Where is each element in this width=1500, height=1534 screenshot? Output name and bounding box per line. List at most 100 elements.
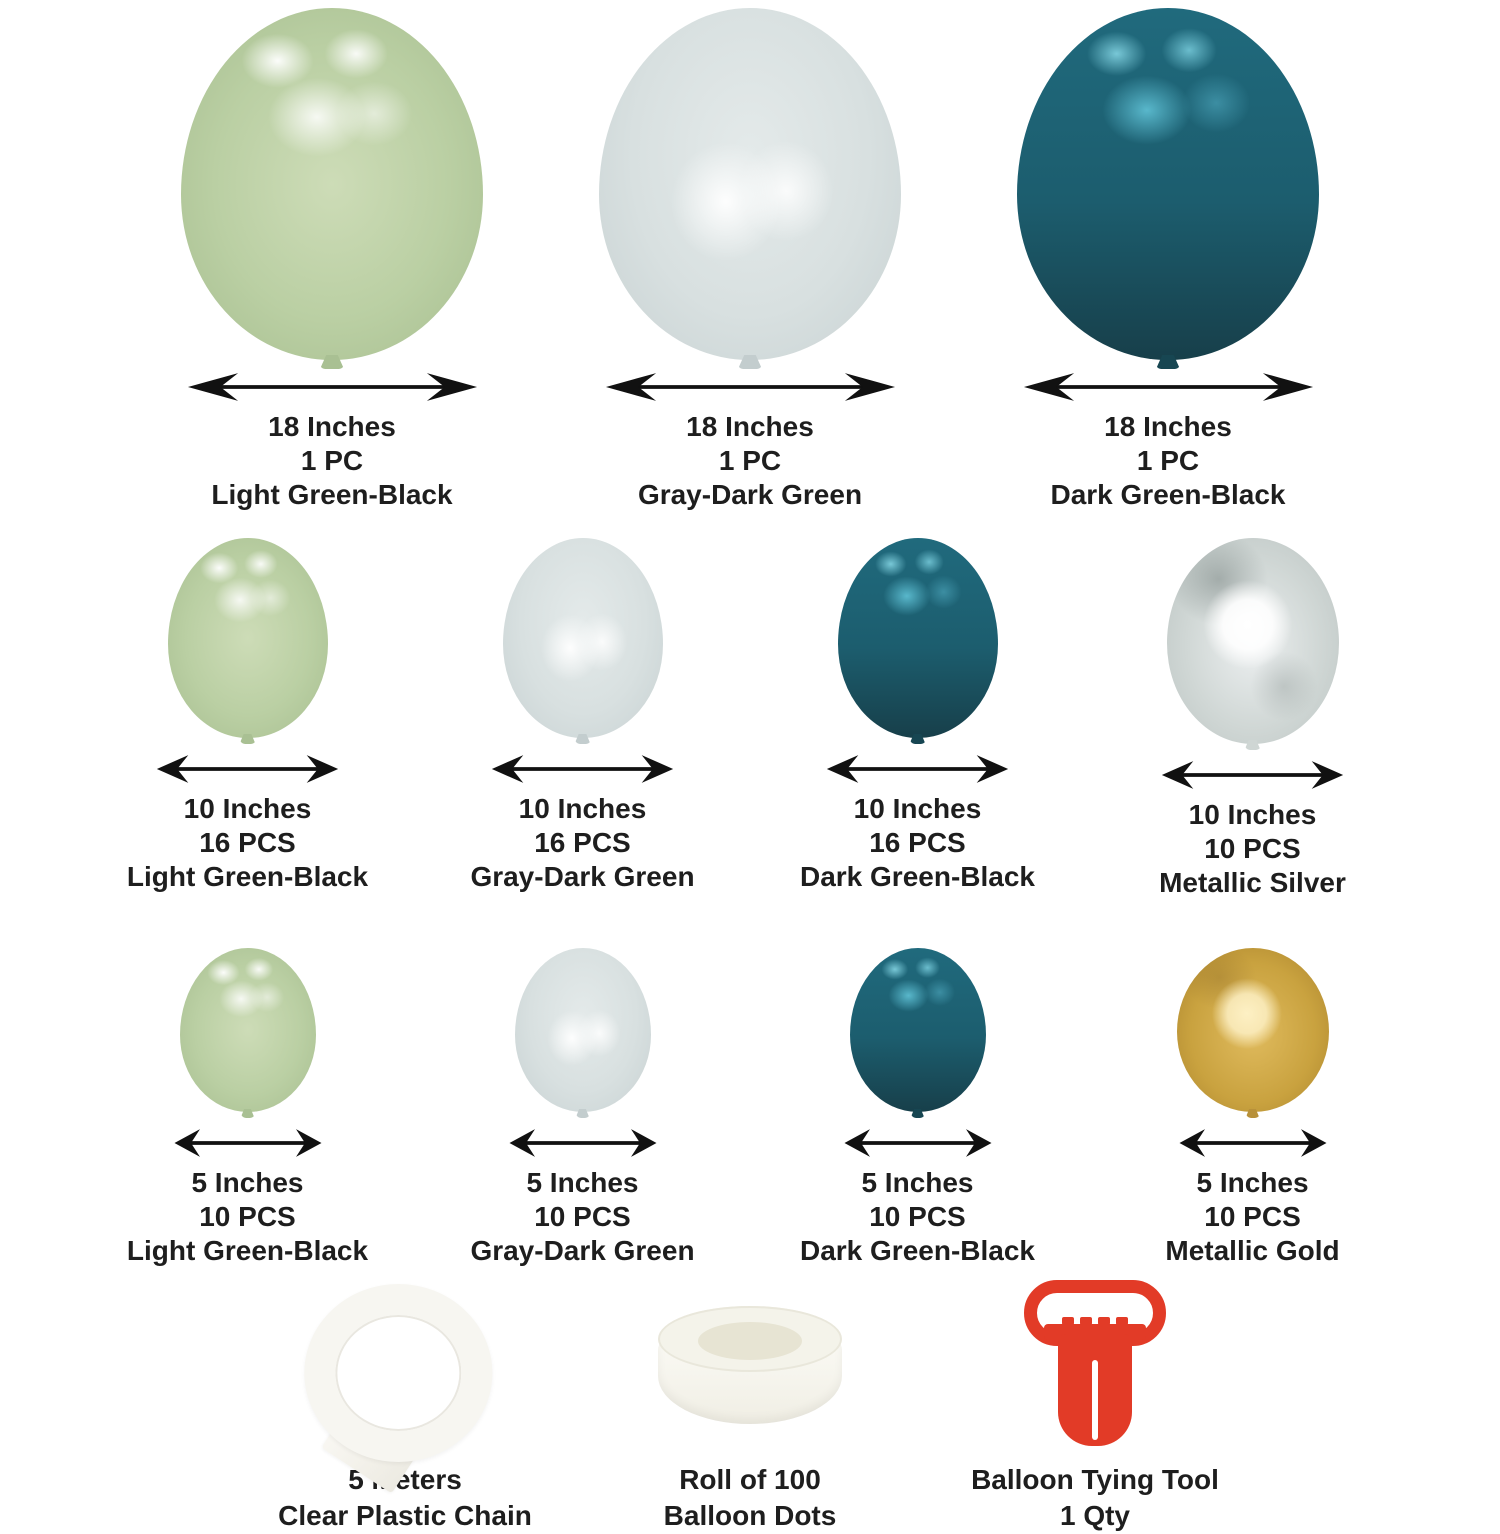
dimension-arrow-icon <box>1021 372 1316 402</box>
color-label: Gray-Dark Green <box>637 479 863 510</box>
accessory-item: 5 Meters Clear Plastic Chain <box>233 1280 578 1534</box>
balloon-spec-label: 18 Inches 1 PC Dark Green-Black <box>1050 410 1285 512</box>
balloon-spec-label: 10 Inches 16 PCS Dark Green-Black <box>800 792 1035 894</box>
balloon-spec-label: 5 Inches 10 PCS Gray-Dark Green <box>470 1166 694 1268</box>
color-label: Metallic Gold <box>1165 1235 1340 1266</box>
dimension-arrow-icon <box>1177 1128 1328 1158</box>
color-label: Light Green-Black <box>211 479 453 510</box>
dots-roll-hole <box>698 1322 802 1360</box>
qty-label: 10 PCS <box>1204 1201 1301 1232</box>
balloon-image-gray-green-5in <box>514 948 651 1112</box>
size-label: 18 Inches <box>268 411 396 442</box>
balloon-image-metallic-silver-10in <box>1166 538 1339 744</box>
balloon-item: 5 Inches 10 PCS Light Green-Black <box>100 948 395 1268</box>
size-label: 18 Inches <box>686 411 814 442</box>
accessory-art <box>233 1280 578 1494</box>
balloon-spec-label: 10 Inches 16 PCS Light Green-Black <box>127 792 368 894</box>
balloon-spec-label: 5 Inches 10 PCS Metallic Gold <box>1165 1166 1339 1268</box>
qty-label: 1 PC <box>718 445 782 476</box>
dimension-arrow-icon <box>172 1128 323 1158</box>
size-label: 18 Inches <box>1104 411 1232 442</box>
balloon-dots-roll-image <box>650 1304 850 1444</box>
accessories-row: 5 Meters Clear Plastic Chain Roll of 100… <box>0 1280 1500 1534</box>
balloon-image-light-green-5in <box>179 948 316 1112</box>
balloon-item: 10 Inches 16 PCS Light Green-Black <box>100 538 395 894</box>
balloon-tying-tool-image <box>1014 1280 1176 1450</box>
color-label: Metallic Silver <box>1159 867 1346 898</box>
color-label: Dark Green-Black <box>799 1235 1035 1266</box>
balloon-item: 18 Inches 1 PC Dark Green-Black <box>988 8 1348 512</box>
qty-label: 10 PCS <box>199 1201 296 1232</box>
balloon-item: 18 Inches 1 PC Gray-Dark Green <box>570 8 930 512</box>
balloon-item: 10 Inches 10 PCS Metallic Silver <box>1105 538 1400 900</box>
size-label: 5 Inches <box>191 1167 304 1198</box>
balloon-image-light-green-18in <box>181 8 483 360</box>
color-label: Dark Green-Black <box>1050 479 1286 510</box>
tool-stem <box>1058 1334 1132 1446</box>
dimension-arrow-icon <box>842 1128 993 1158</box>
accessory-line2: Clear Plastic Chain <box>278 1500 532 1531</box>
balloon-image-dark-green-10in <box>837 538 998 738</box>
balloon-image-gray-green-18in <box>599 8 901 360</box>
balloon-spec-label: 5 Inches 10 PCS Dark Green-Black <box>800 1166 1035 1268</box>
balloon-item: 10 Inches 16 PCS Dark Green-Black <box>770 538 1065 894</box>
balloon-row-10in: 10 Inches 16 PCS Light Green-Black 10 In… <box>0 538 1500 900</box>
qty-label: 10 PCS <box>869 1201 966 1232</box>
balloon-item: 5 Inches 10 PCS Dark Green-Black <box>770 948 1065 1268</box>
dimension-arrow-icon <box>185 372 480 402</box>
balloon-row-18in: 18 Inches 1 PC Light Green-Black 18 Inch… <box>0 8 1500 512</box>
size-label: 10 Inches <box>1188 799 1317 830</box>
qty-label: 16 PCS <box>534 827 631 858</box>
qty-label: 1 PC <box>300 445 364 476</box>
accessory-art <box>578 1280 923 1452</box>
balloon-item: 10 Inches 16 PCS Gray-Dark Green <box>435 538 730 894</box>
qty-label: 16 PCS <box>199 827 296 858</box>
accessory-item: Balloon Tying Tool 1 Qty <box>923 1280 1268 1534</box>
balloon-spec-label: 5 Inches 10 PCS Light Green-Black <box>127 1166 368 1268</box>
accessory-line2: 1 Qty <box>1059 1500 1130 1531</box>
color-label: Dark Green-Black <box>799 861 1035 892</box>
color-label: Light Green-Black <box>126 861 369 892</box>
balloon-row-5in: 5 Inches 10 PCS Light Green-Black 5 Inch… <box>0 948 1500 1268</box>
accessory-label: Roll of 100 Balloon Dots <box>664 1462 837 1534</box>
balloon-image-dark-green-18in <box>1017 8 1319 360</box>
size-label: 10 Inches <box>183 793 312 824</box>
dimension-arrow-icon <box>155 754 340 784</box>
color-label: Gray-Dark Green <box>470 861 695 892</box>
qty-label: 16 PCS <box>869 827 966 858</box>
size-label: 5 Inches <box>526 1167 639 1198</box>
balloon-spec-label: 10 Inches 10 PCS Metallic Silver <box>1159 798 1346 900</box>
dimension-arrow-icon <box>603 372 898 402</box>
balloon-image-light-green-10in <box>167 538 328 738</box>
accessory-line1: Roll of 100 <box>679 1464 821 1495</box>
accessory-line1: Balloon Tying Tool <box>971 1464 1219 1495</box>
balloon-spec-label: 18 Inches 1 PC Light Green-Black <box>211 410 452 512</box>
balloon-item: 5 Inches 10 PCS Metallic Gold <box>1105 948 1400 1268</box>
qty-label: 10 PCS <box>1204 833 1301 864</box>
balloon-item: 18 Inches 1 PC Light Green-Black <box>152 8 512 512</box>
balloon-image-gray-green-10in <box>502 538 663 738</box>
balloon-item: 5 Inches 10 PCS Gray-Dark Green <box>435 948 730 1268</box>
color-label: Gray-Dark Green <box>470 1235 695 1266</box>
size-label: 10 Inches <box>518 793 647 824</box>
accessory-line2: Balloon Dots <box>663 1500 837 1531</box>
dimension-arrow-icon <box>490 754 675 784</box>
size-label: 5 Inches <box>1196 1167 1309 1198</box>
balloon-spec-label: 18 Inches 1 PC Gray-Dark Green <box>638 410 862 512</box>
chain-ring <box>304 1284 493 1462</box>
plastic-chain-roll-image <box>284 1280 516 1494</box>
balloon-image-metallic-gold-5in <box>1176 948 1329 1112</box>
accessory-item: Roll of 100 Balloon Dots <box>578 1280 923 1534</box>
dimension-arrow-icon <box>1160 760 1345 790</box>
dimension-arrow-icon <box>825 754 1010 784</box>
size-label: 10 Inches <box>853 793 982 824</box>
qty-label: 10 PCS <box>534 1201 631 1232</box>
balloon-spec-label: 10 Inches 16 PCS Gray-Dark Green <box>470 792 694 894</box>
balloon-image-dark-green-5in <box>849 948 986 1112</box>
qty-label: 1 PC <box>1136 445 1200 476</box>
accessory-art <box>923 1280 1268 1452</box>
dimension-arrow-icon <box>507 1128 658 1158</box>
size-label: 5 Inches <box>861 1167 974 1198</box>
accessory-label: Balloon Tying Tool 1 Qty <box>971 1462 1219 1534</box>
color-label: Light Green-Black <box>126 1235 369 1266</box>
